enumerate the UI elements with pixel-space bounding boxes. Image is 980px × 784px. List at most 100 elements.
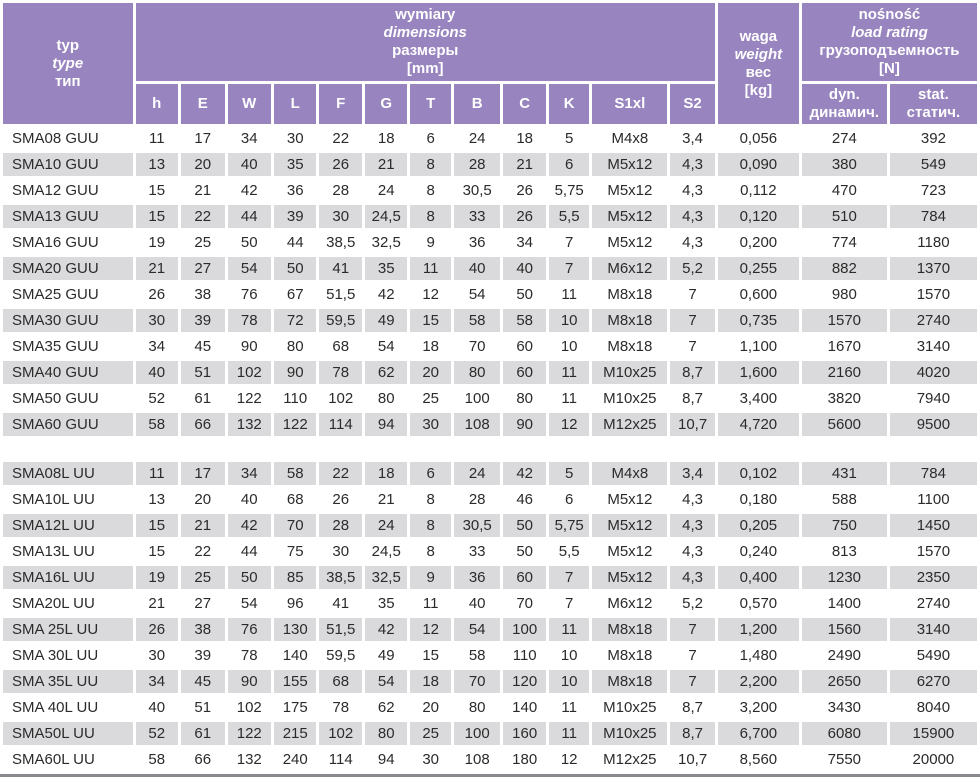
value-cell: 22 xyxy=(181,540,225,563)
value-cell: M5x12 xyxy=(592,153,668,176)
value-cell: 1400 xyxy=(801,592,887,615)
value-cell: 1,200 xyxy=(717,618,799,641)
value-cell: 0,112 xyxy=(717,179,799,202)
value-cell: 40 xyxy=(227,488,271,511)
value-cell: 470 xyxy=(801,179,887,202)
load-col-header-dyn: dyn. динамич. xyxy=(801,84,887,124)
value-cell: 72 xyxy=(274,309,317,332)
value-cell: 11 xyxy=(548,618,590,641)
type-cell: SMA 25L UU xyxy=(3,618,133,641)
value-cell: 392 xyxy=(889,127,977,150)
value-cell: 40 xyxy=(453,592,501,615)
value-cell: 34 xyxy=(503,231,546,254)
type-cell: SMA 40L UU xyxy=(3,696,133,719)
table-row: SMA50 GUU 52 61 122 110 102 80 25 100 80 11 M10x25 8… xyxy=(3,387,977,410)
table-row: SMA12 GUU 15 21 42 36 28 24 8 30,5 26 5,75 M5x12 4,3… xyxy=(3,179,977,202)
value-cell: 11 xyxy=(548,696,590,719)
value-cell: 3820 xyxy=(801,387,887,410)
value-cell: 6 xyxy=(548,153,590,176)
value-cell: 2740 xyxy=(889,592,977,615)
value-cell: 34 xyxy=(227,127,271,150)
table-row: SMA08 GUU 11 17 34 30 22 18 6 24 18 5 M4x8 3,4 0,056 2… xyxy=(3,127,977,150)
value-cell: 5600 xyxy=(801,413,887,436)
value-cell: 8 xyxy=(410,540,451,563)
value-cell: 66 xyxy=(181,413,225,436)
value-cell: 0,600 xyxy=(717,283,799,306)
value-cell: 21 xyxy=(181,179,225,202)
header-dims-en: dimensions xyxy=(383,24,467,41)
value-cell: 58 xyxy=(503,309,546,332)
value-cell: 4,3 xyxy=(670,488,715,511)
value-cell: 5,2 xyxy=(670,592,715,615)
value-cell: 21 xyxy=(503,153,546,176)
value-cell: 0,570 xyxy=(717,592,799,615)
value-cell: M8x18 xyxy=(592,309,668,332)
value-cell: 54 xyxy=(227,592,271,615)
value-cell: 90 xyxy=(274,361,317,384)
value-cell: 1370 xyxy=(889,257,977,280)
value-cell: 51 xyxy=(181,361,225,384)
value-cell: 17 xyxy=(181,127,225,150)
value-cell: 4,3 xyxy=(670,205,715,228)
value-cell: 215 xyxy=(274,722,317,745)
value-cell: 7 xyxy=(548,231,590,254)
header-weight-en: weight xyxy=(734,45,783,63)
value-cell: 78 xyxy=(319,361,362,384)
header-type-pl: typ xyxy=(56,36,80,54)
value-cell: 54 xyxy=(453,618,501,641)
type-cell: SMA60L UU xyxy=(3,748,133,771)
dim-col-header-c: C xyxy=(503,84,546,124)
value-cell: 2490 xyxy=(801,644,887,667)
value-cell: 33 xyxy=(453,205,501,228)
value-cell: 38 xyxy=(181,283,225,306)
value-cell: 59,5 xyxy=(319,309,362,332)
value-cell: 67 xyxy=(274,283,317,306)
value-cell: 40 xyxy=(135,696,178,719)
value-cell: 3430 xyxy=(801,696,887,719)
value-cell: 42 xyxy=(227,179,271,202)
value-cell: 20 xyxy=(410,696,451,719)
value-cell: 36 xyxy=(453,231,501,254)
value-cell: 35 xyxy=(274,153,317,176)
value-cell: 28 xyxy=(453,488,501,511)
header-dims-ru: размеры xyxy=(392,42,459,59)
value-cell: 132 xyxy=(227,748,271,771)
table-row: SMA50L UU 52 61 122 215 102 80 25 100 160 11 M10x25… xyxy=(3,722,977,745)
value-cell: 15 xyxy=(135,514,178,537)
value-cell: 0,735 xyxy=(717,309,799,332)
value-cell: 3140 xyxy=(889,618,977,641)
value-cell: 80 xyxy=(453,361,501,384)
value-cell: 35 xyxy=(364,592,408,615)
value-cell: 30 xyxy=(410,413,451,436)
value-cell: 122 xyxy=(274,413,317,436)
value-cell: 10 xyxy=(548,335,590,358)
value-cell: 18 xyxy=(410,670,451,693)
value-cell: 61 xyxy=(181,722,225,745)
value-cell: 10 xyxy=(548,670,590,693)
table-row: SMA16L UU 19 25 50 85 38,5 32,5 9 36 60 7 M5x12 4,3 0… xyxy=(3,566,977,589)
value-cell: 24 xyxy=(364,514,408,537)
dim-col-header-s2: S2 xyxy=(670,84,715,124)
value-cell: 22 xyxy=(319,462,362,485)
value-cell: 70 xyxy=(453,335,501,358)
value-cell: 22 xyxy=(319,127,362,150)
value-cell: 40 xyxy=(453,257,501,280)
value-cell: 22 xyxy=(181,205,225,228)
type-cell: SMA50 GUU xyxy=(3,387,133,410)
value-cell: 11 xyxy=(548,283,590,306)
value-cell: M12x25 xyxy=(592,413,668,436)
value-cell: 102 xyxy=(227,361,271,384)
header-load-en: load rating xyxy=(851,24,928,41)
table-row: SMA35 GUU 34 45 90 80 68 54 18 70 60 10 M8x18 7 1,100… xyxy=(3,335,977,358)
value-cell: 1180 xyxy=(889,231,977,254)
value-cell: 6,700 xyxy=(717,722,799,745)
value-cell: 54 xyxy=(453,283,501,306)
value-cell: 140 xyxy=(503,696,546,719)
value-cell: 26 xyxy=(135,618,178,641)
value-cell: 76 xyxy=(227,618,271,641)
value-cell: 274 xyxy=(801,127,887,150)
value-cell: 7 xyxy=(548,257,590,280)
value-cell: 20 xyxy=(410,361,451,384)
